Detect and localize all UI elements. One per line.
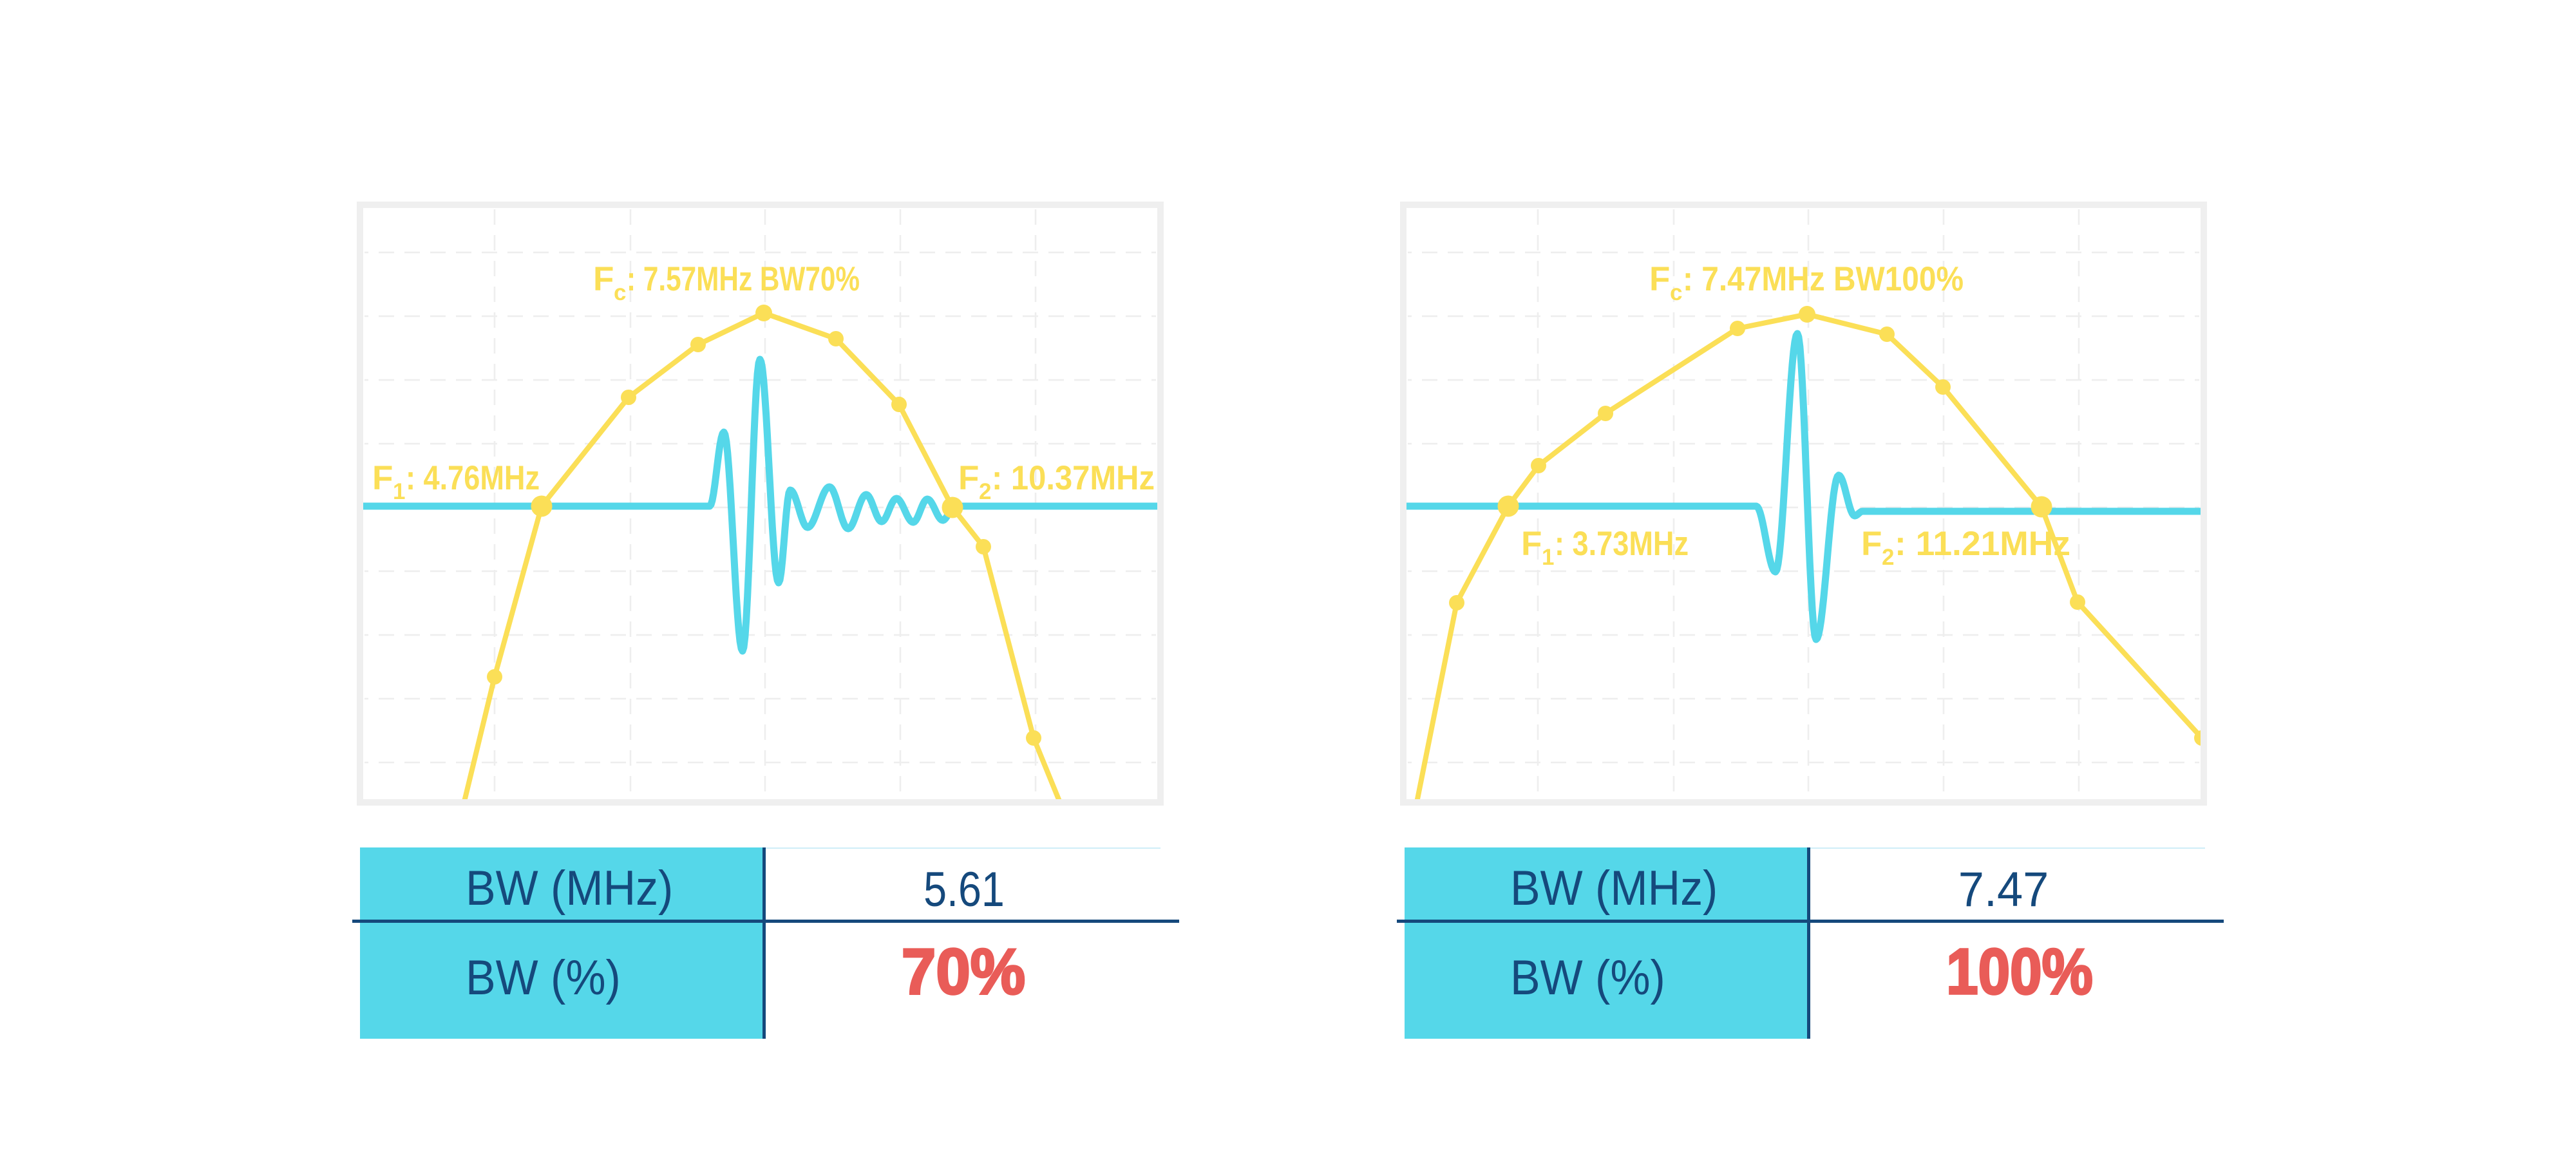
svg-text:F: F	[958, 459, 979, 497]
svg-text:F: F	[1649, 260, 1670, 298]
svg-text:c: c	[614, 280, 626, 305]
svg-text:2: 2	[979, 479, 991, 504]
svg-text:: 7.57MHz BW70%: : 7.57MHz BW70%	[627, 260, 860, 298]
svg-text:c: c	[1670, 280, 1682, 305]
svg-text:: 3.73MHz: : 3.73MHz	[1555, 525, 1689, 563]
svg-text:: 11.21MHz: : 11.21MHz	[1895, 525, 2070, 563]
svg-text:F: F	[593, 260, 614, 298]
svg-text:2: 2	[1882, 545, 1894, 570]
svg-text:F: F	[1521, 525, 1542, 563]
svg-text:: 7.47MHz BW100%: : 7.47MHz BW100%	[1683, 260, 1964, 298]
svg-text:1: 1	[393, 479, 405, 504]
svg-text:: 4.76MHz: : 4.76MHz	[406, 459, 540, 497]
svg-text:: 10.37MHz: : 10.37MHz	[992, 459, 1155, 497]
svg-text:1: 1	[1542, 545, 1554, 570]
svg-text:F: F	[1861, 525, 1882, 563]
svg-text:F: F	[372, 459, 393, 497]
